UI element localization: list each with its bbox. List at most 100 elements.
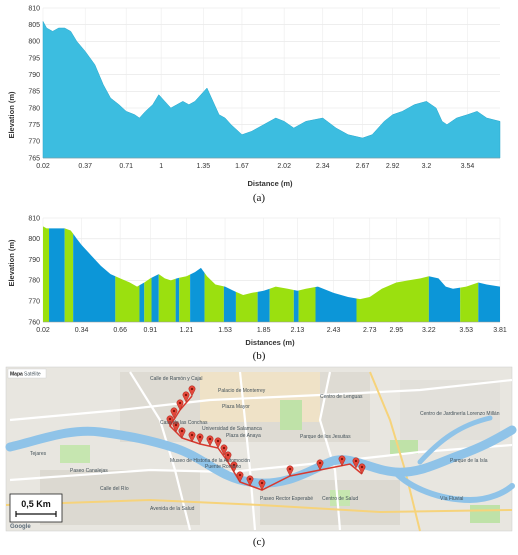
route-marker[interactable] <box>196 433 204 445</box>
panel-label-b: (b) <box>253 350 266 362</box>
map-type-satellite[interactable]: Satélite <box>24 372 41 378</box>
y-tick-label: 810 <box>28 5 40 12</box>
x-tick-label: 0.71 <box>119 163 133 170</box>
map-label: Universidad de Salamanca <box>202 426 262 432</box>
route-marker[interactable] <box>188 385 196 397</box>
route-marker[interactable] <box>316 459 324 471</box>
route-marker[interactable] <box>358 463 366 475</box>
map-type-mapa[interactable]: Mapa <box>10 372 23 378</box>
route-marker[interactable] <box>206 435 214 447</box>
map-roads <box>9 371 513 531</box>
y-tick-label: 805 <box>28 22 40 29</box>
x-tick-label: 1 <box>159 163 163 170</box>
x-tick-label: 3.22 <box>422 327 436 334</box>
x-tick-label: 0.34 <box>75 327 89 334</box>
y-tick-label: 770 <box>28 299 40 306</box>
elevation-segment <box>257 288 270 322</box>
panel-label-c: (c) <box>253 536 266 548</box>
x-tick-label: 0.02 <box>36 327 50 334</box>
chart-a-y-axis-label: Elevation (m) <box>7 91 16 139</box>
y-tick-label: 765 <box>28 155 40 162</box>
y-tick-label: 800 <box>28 236 40 243</box>
route-marker[interactable] <box>176 399 184 411</box>
map-label: Museo de Historia de la Automoción <box>170 458 250 464</box>
y-tick-label: 785 <box>28 89 40 96</box>
y-tick-label: 790 <box>28 257 40 264</box>
route-marker[interactable] <box>178 427 186 439</box>
map-label: Plaza de Anaya <box>226 433 261 439</box>
map-label: Palacio de Monterrey <box>218 388 266 394</box>
y-tick-label: 775 <box>28 122 40 129</box>
map-river-branch-north <box>417 415 493 465</box>
x-tick-label: 3.53 <box>459 327 473 334</box>
elevation-segment <box>151 274 159 322</box>
route-marker[interactable] <box>214 437 222 449</box>
elevation-segment <box>460 282 479 322</box>
elevation-segment <box>428 276 461 322</box>
route-marker[interactable] <box>220 444 228 456</box>
elevation-segment <box>175 277 180 322</box>
y-tick-label: 770 <box>28 139 40 146</box>
elevation-segment <box>204 272 224 322</box>
route-marker[interactable] <box>182 391 190 403</box>
elevation-segment <box>269 286 294 322</box>
elevation-segment <box>190 267 205 322</box>
map-label: Calle del Río <box>100 486 129 492</box>
map-type-control[interactable]: Mapa Satélite <box>7 368 47 379</box>
elevation-segment <box>478 282 500 322</box>
y-tick-label: 795 <box>28 55 40 62</box>
route-marker[interactable] <box>166 415 174 427</box>
elevation-segment <box>49 228 65 322</box>
route-marker[interactable] <box>188 431 196 443</box>
route-marker[interactable] <box>230 461 238 473</box>
map-label: Calle de Ramón y Cajal <box>150 376 203 382</box>
elevation-segment <box>223 286 236 322</box>
elevation-segment <box>356 276 429 322</box>
elevation-segment <box>73 233 116 322</box>
panel-label-a: (a) <box>253 192 266 204</box>
map-attribution: Google <box>10 524 31 530</box>
elevation-segment <box>139 282 145 322</box>
elevation-segment <box>115 276 140 322</box>
map-highways <box>5 371 513 532</box>
x-tick-label: 2.13 <box>291 327 305 334</box>
route-marker[interactable] <box>338 455 346 467</box>
map-label: Centro de Jardinería Lorenzo Millán <box>420 411 500 417</box>
route-marker[interactable] <box>224 451 232 463</box>
y-tick-label: 800 <box>28 39 40 46</box>
x-tick-label: 1.35 <box>197 163 211 170</box>
route-marker[interactable] <box>172 421 180 433</box>
chart-a-x-axis-label: Distance (m) <box>247 179 293 188</box>
route-map[interactable]: Calle de Ramón y Cajal Palacio de Monterr… <box>5 366 517 532</box>
route-marker[interactable] <box>352 457 360 469</box>
route-marker[interactable] <box>246 475 254 487</box>
y-tick-label: 810 <box>28 215 40 222</box>
x-tick-label: 2.95 <box>389 327 403 334</box>
x-tick-label: 3.54 <box>461 163 475 170</box>
y-tick-label: 790 <box>28 72 40 79</box>
chart-b-y-axis-label: Elevation (m) <box>7 239 16 287</box>
elevation-segment <box>235 291 258 322</box>
route-marker[interactable] <box>286 465 294 477</box>
route-marker[interactable] <box>258 479 266 491</box>
x-tick-label: 2.34 <box>316 163 330 170</box>
map-label: Paseo Canalejas <box>70 468 108 474</box>
route-markers <box>166 385 366 491</box>
elevation-segment <box>158 274 176 322</box>
x-tick-label: 3.2 <box>422 163 432 170</box>
route-marker[interactable] <box>236 471 244 483</box>
map-label: Plaza Mayor <box>222 404 250 410</box>
elevation-segment <box>179 274 191 322</box>
route-marker[interactable] <box>170 407 178 419</box>
chart-b-x-axis-label: Distances (m) <box>245 338 295 347</box>
map-river-branch <box>392 469 515 504</box>
elevation-segment <box>144 277 152 322</box>
elevation-segment <box>293 290 299 322</box>
map-label: Puente Romano <box>205 464 241 470</box>
map-river <box>5 425 517 488</box>
elevation-segment <box>315 286 357 322</box>
